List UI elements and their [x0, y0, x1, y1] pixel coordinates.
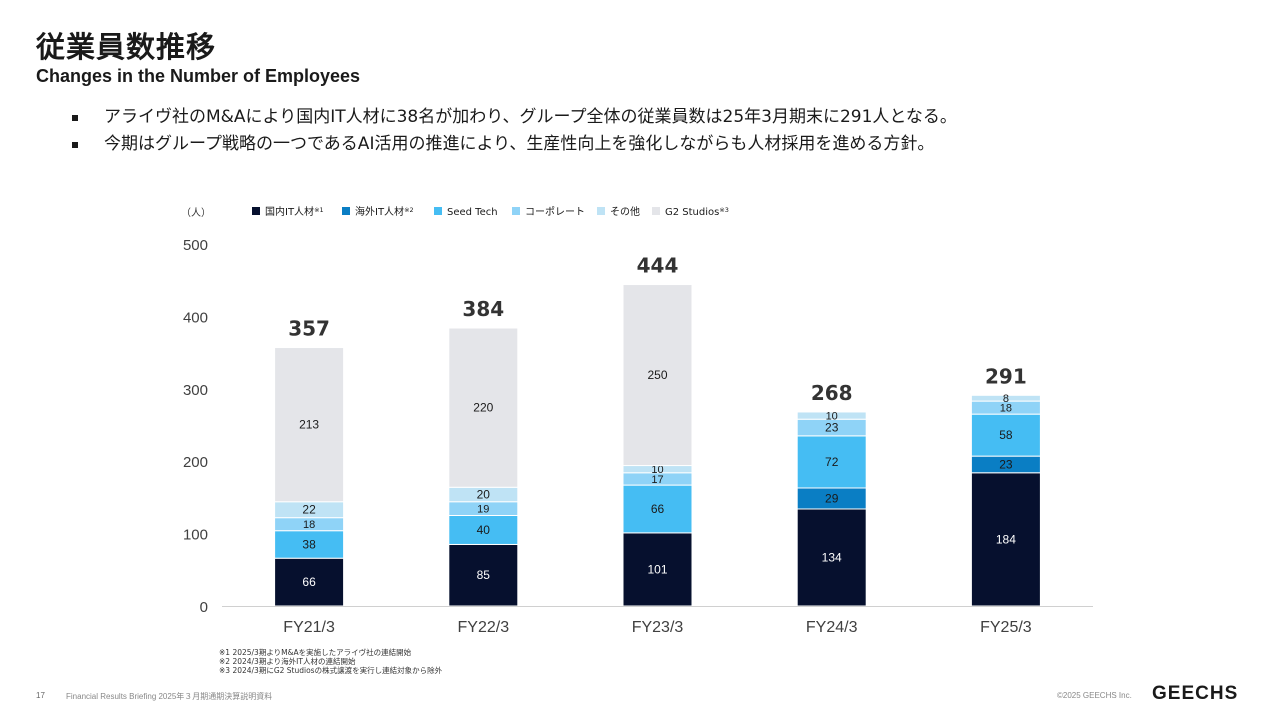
segment-value-label: 66 [302, 575, 316, 589]
x-category-label: FY21/3 [283, 619, 335, 636]
y-tick-label: 0 [200, 599, 208, 616]
segment-value-label: 22 [302, 503, 316, 517]
bullet-square-icon [72, 142, 78, 148]
bar-segment [622, 532, 693, 607]
legend-label: コーポレート [525, 206, 585, 218]
segment-value-label: 134 [822, 550, 842, 564]
bar-total-label: 357 [288, 317, 330, 341]
bullet-item: 今期はグループ戦略の一つであるAI活用の推進により、生産性向上を強化しながらも人… [72, 131, 957, 158]
segment-value-label: 184 [996, 532, 1016, 546]
page-title: 従業員数推移 [36, 30, 217, 64]
bar-total-label: 444 [637, 254, 679, 278]
x-category-label: FY24/3 [806, 619, 858, 636]
bar-segment [970, 413, 1041, 457]
legend-label: その他 [610, 205, 640, 218]
legend-label: Seed Tech [447, 207, 498, 218]
segment-value-label: 10 [651, 464, 663, 476]
footer-text: Financial Results Briefing 2025年３月期通期決算説… [66, 692, 273, 701]
bar-segment [622, 284, 693, 467]
segment-value-label: 220 [473, 401, 493, 415]
legend-swatch [652, 207, 660, 215]
segment-value-label: 250 [647, 368, 667, 382]
segment-value-label: 85 [477, 568, 491, 582]
legend-swatch [252, 207, 260, 215]
legend-label: 国内IT人材※1 [265, 205, 324, 218]
segment-value-label: 23 [825, 421, 839, 435]
x-category-label: FY25/3 [980, 619, 1032, 636]
bar-segment [274, 530, 345, 559]
footnote: ※2 2024/3期より海外IT人材の連結開始 [219, 657, 356, 666]
segment-value-label: 19 [477, 504, 489, 516]
segment-value-label: 8 [1003, 393, 1009, 405]
segment-value-label: 18 [1000, 403, 1012, 415]
segment-value-label: 66 [651, 502, 665, 516]
y-tick-label: 100 [183, 527, 208, 544]
bullet-text: 今期はグループ戦略の一つであるAI活用の推進により、生産性向上を強化しながらも人… [104, 134, 935, 154]
segment-value-label: 40 [477, 523, 491, 537]
segment-value-label: 58 [999, 428, 1013, 442]
bar-total-label: 384 [462, 297, 504, 321]
bar-segment [970, 472, 1041, 607]
segment-value-label: 29 [825, 491, 839, 505]
bar-total-label: 268 [811, 381, 853, 405]
employee-stacked-bar-chart: 0 100 200 300 400 500 （人） 国内IT人材※1 海外IT人材※2 Seed … [181, 205, 1093, 636]
bullet-item: アライヴ社のM&Aにより国内IT人材に38名が加わり、グループ全体の従業員数は2… [72, 104, 957, 131]
segment-value-label: 18 [303, 519, 315, 531]
legend-swatch [434, 207, 442, 215]
legend-swatch [512, 207, 520, 215]
bar-segment [796, 411, 867, 420]
y-tick-label: 300 [183, 382, 208, 399]
bar-segment [274, 557, 345, 607]
y-tick-label: 200 [183, 454, 208, 471]
y-tick-label: 400 [183, 309, 208, 326]
legend-swatch [597, 207, 605, 215]
x-category-label: FY23/3 [632, 619, 684, 636]
segment-value-label: 17 [651, 474, 663, 486]
footnote: ※3 2024/3期にG2 Studiosの株式譲渡を実行し連結対象から除外 [219, 666, 443, 675]
bar-segment [448, 515, 519, 545]
segment-value-label: 38 [302, 537, 316, 551]
legend-swatch [342, 207, 350, 215]
footnotes: ※1 2025/3期よりM&Aを実施したアライヴ社の連結開始 ※2 2024/3… [219, 648, 442, 675]
y-tick-label: 500 [183, 237, 208, 254]
bar-total-label: 291 [985, 364, 1027, 388]
bar-segment [796, 508, 867, 607]
segment-value-label: 72 [825, 455, 839, 469]
segment-value-label: 101 [647, 562, 667, 576]
segment-value-label: 20 [477, 488, 491, 502]
bullet-square-icon [72, 115, 78, 121]
footnote: ※1 2025/3期よりM&Aを実施したアライヴ社の連結開始 [219, 648, 412, 657]
page-subtitle: Changes in the Number of Employees [36, 66, 361, 86]
segment-value-label: 213 [299, 418, 319, 432]
bullet-text: アライヴ社のM&Aにより国内IT人材に38名が加わり、グループ全体の従業員数は2… [104, 107, 957, 127]
bar-segment [622, 484, 693, 534]
company-logo: GEECHS [1152, 683, 1239, 704]
copyright: ©2025 GEECHS Inc. [1057, 691, 1132, 700]
bullet-list: アライヴ社のM&Aにより国内IT人材に38名が加わり、グループ全体の従業員数は2… [72, 104, 957, 158]
bar-segment [448, 327, 519, 488]
segment-value-label: 10 [826, 411, 838, 423]
bar-segment [970, 394, 1041, 402]
legend-label: 海外IT人材※2 [355, 205, 414, 218]
x-category-label: FY22/3 [458, 619, 510, 636]
bar-segment [274, 347, 345, 503]
legend-label: G2 Studios※3 [665, 206, 729, 218]
y-unit-label: （人） [181, 207, 211, 219]
segment-value-label: 23 [999, 457, 1013, 471]
page-number: 17 [36, 691, 45, 700]
